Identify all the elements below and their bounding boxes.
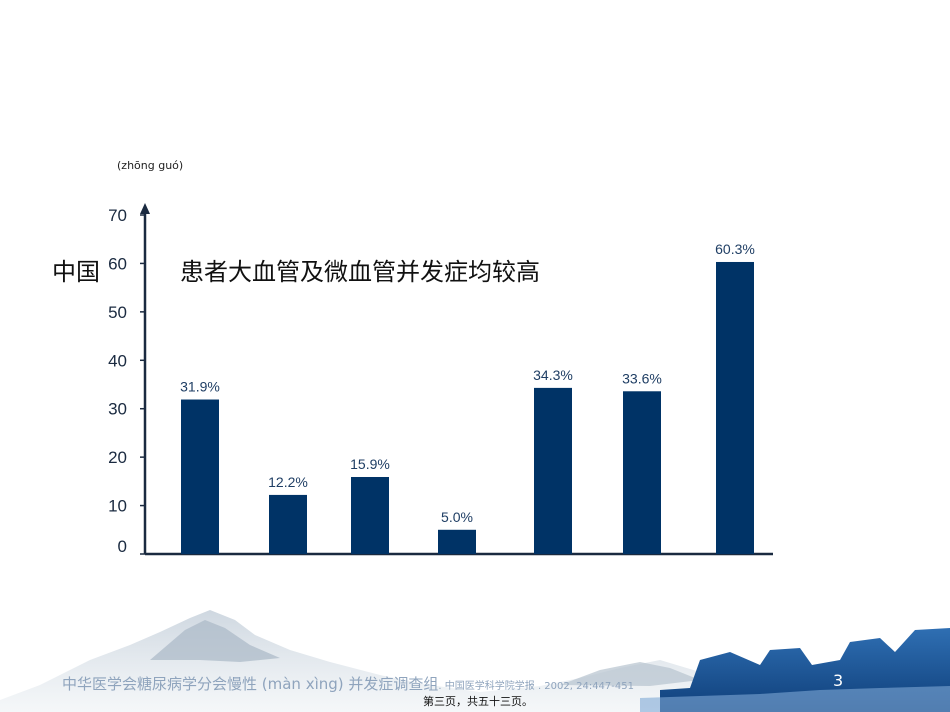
pinyin-annotation: (zhōng guó): [117, 159, 184, 172]
bar-value-label: 33.6%: [622, 370, 662, 386]
bar: [534, 387, 572, 554]
page-number: 3: [833, 671, 844, 690]
y-tick-label: 50: [108, 303, 127, 322]
bar-value-label: 31.9%: [180, 379, 220, 395]
chart-title: 患者大血管及微血管并发症均较高: [180, 258, 540, 286]
bar-value-label: 12.2%: [268, 474, 308, 490]
y-tick-label: 70: [108, 206, 127, 225]
bar-value-label: 34.3%: [533, 367, 573, 383]
bar-value-label: 5.0%: [441, 509, 473, 525]
y-tick-label: 10: [108, 497, 127, 516]
y-axis-arrow: [140, 203, 150, 214]
side-label: 中国: [52, 258, 100, 286]
bar: [438, 529, 476, 554]
y-tick-label: 40: [108, 351, 127, 370]
bar-value-label: 15.9%: [350, 456, 390, 472]
y-tick-label: 30: [108, 400, 127, 419]
citation-reference: . 中国医学科学院学报 . 2002, 24:447-451: [438, 681, 634, 692]
y-tick-label: 20: [108, 448, 127, 467]
bar: [181, 399, 219, 554]
bar-value-label: 60.3%: [715, 241, 755, 257]
mountain-landscape-decoration: [0, 610, 950, 712]
bar: [269, 494, 307, 554]
y-tick-label: 0: [118, 537, 127, 556]
page-footer: 第三页，共五十三页。: [423, 695, 533, 708]
bar: [716, 261, 754, 554]
citation-source: 中华医学会糖尿病学分会慢性 (màn xìng) 并发症调查组: [62, 675, 439, 693]
bar-chart: 0 10 20 30 40 50 60 70 31.9% 12.2% 15.9% 5.0% 34.3% 3…: [108, 203, 773, 556]
y-tick-label: 60: [108, 254, 127, 273]
bar: [623, 391, 661, 554]
bar: [351, 476, 389, 554]
footer-citation: 中华医学会糖尿病学分会慢性 (màn xìng) 并发症调查组. 中国医学科学院…: [62, 673, 634, 694]
